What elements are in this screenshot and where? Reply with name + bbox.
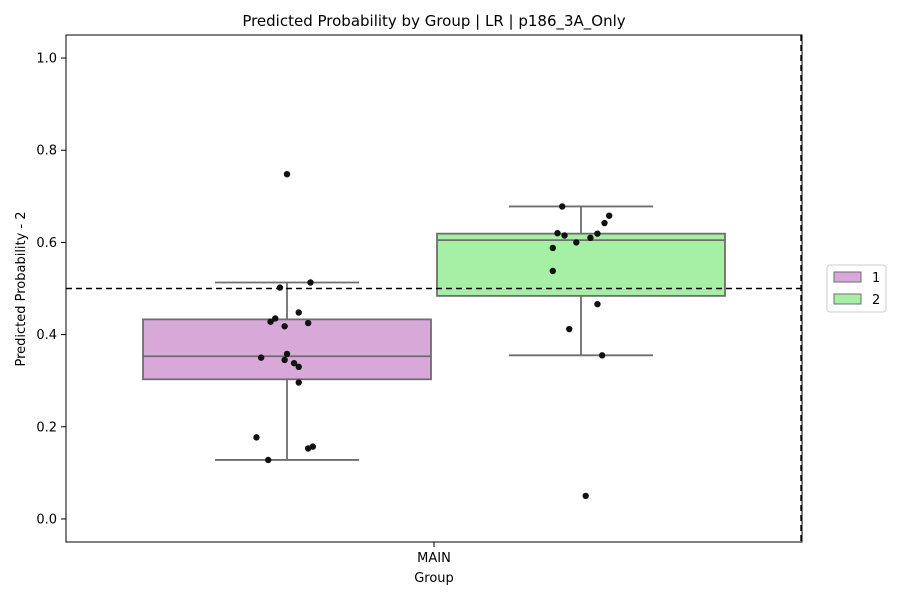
y-tick-label: 0.8: [36, 144, 57, 159]
data-point: [561, 232, 568, 239]
data-point: [598, 352, 606, 359]
points-group-2: [549, 203, 613, 500]
data-point: [582, 492, 589, 500]
legend-swatch: [833, 271, 862, 283]
data-point: [594, 300, 601, 308]
data-point: [276, 284, 284, 291]
data-point: [549, 244, 556, 252]
data-point: [265, 456, 272, 464]
data-point: [549, 267, 556, 275]
box-body: [436, 232, 726, 297]
data-point: [295, 363, 302, 371]
y-axis: 0.0 0.2 0.4 0.6 0.8 1.0: [36, 52, 66, 527]
data-point: [295, 309, 302, 316]
data-point: [566, 325, 573, 333]
box-body: [142, 318, 432, 381]
data-point: [253, 434, 260, 441]
box-group-1: [142, 281, 432, 461]
data-point: [283, 350, 291, 358]
data-point: [304, 445, 312, 452]
data-point: [594, 230, 601, 237]
y-tick-label: 0.2: [36, 420, 57, 435]
data-point: [304, 319, 312, 327]
x-axis: MAIN: [417, 542, 451, 566]
data-point: [559, 203, 566, 210]
data-point: [283, 170, 291, 178]
boxes-layer: [142, 205, 726, 461]
chart-title: Predicted Probability by Group | LR | p1…: [242, 12, 625, 31]
data-point: [272, 315, 279, 322]
legend: 12: [826, 264, 887, 313]
data-point: [267, 318, 274, 325]
points-layer: [253, 170, 613, 500]
legend-label: 1: [872, 271, 880, 286]
data-point: [601, 219, 608, 227]
y-tick-label: 0.4: [36, 328, 57, 343]
x-axis-title: Group: [414, 571, 454, 586]
points-group-1: [253, 170, 317, 464]
data-point: [606, 212, 613, 219]
x-tick-label: MAIN: [417, 551, 451, 566]
data-point: [281, 323, 288, 330]
data-point: [257, 354, 265, 361]
data-point: [290, 359, 298, 367]
legend-label: 2: [872, 293, 880, 308]
y-axis-title: Predicted Probability - 2: [14, 211, 29, 366]
legend-swatch: [833, 293, 862, 305]
y-tick-label: 0.6: [36, 236, 57, 251]
box-group-2: [436, 205, 726, 357]
data-point: [554, 229, 561, 237]
data-point: [281, 356, 288, 364]
y-tick-label: 1.0: [36, 52, 57, 67]
data-point: [307, 279, 314, 286]
y-tick-label: 0.0: [36, 512, 57, 527]
data-point: [587, 234, 594, 241]
data-point: [295, 379, 302, 386]
data-point: [573, 239, 580, 246]
